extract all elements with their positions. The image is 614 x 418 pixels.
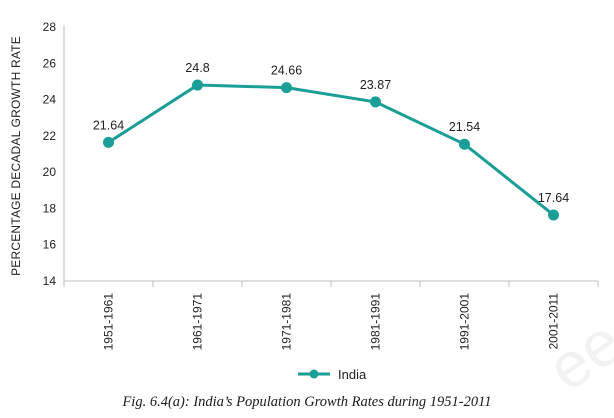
y-tick-label: 18 <box>43 201 57 215</box>
data-label: 17.64 <box>538 191 569 205</box>
y-tick-label: 26 <box>43 56 57 70</box>
line-chart: 14 16 18 20 22 24 26 28 1951-1961 1961-1971 1971-… <box>9 20 599 382</box>
series-india: 21.64 24.8 24.66 23.87 21.54 17.64 <box>93 61 569 221</box>
data-label: 24.66 <box>271 64 302 78</box>
data-label: 24.8 <box>185 61 209 75</box>
data-point[interactable] <box>192 79 203 91</box>
x-tick-label: 1951-1961 <box>102 293 116 351</box>
y-axis: 14 16 18 20 22 24 26 28 <box>43 20 65 288</box>
y-tick-label: 16 <box>43 238 57 252</box>
y-axis-label: PERCENTAGE DECADAL GROWTH RATE <box>9 36 23 276</box>
data-point[interactable] <box>103 136 114 148</box>
y-tick-label: 22 <box>43 129 57 143</box>
x-tick-label: 2001-2011 <box>547 293 561 350</box>
figure-caption: Fig. 6.4(a): India’s Population Growth R… <box>122 394 492 410</box>
data-label: 21.64 <box>93 118 124 132</box>
x-tick-label: 1971-1981 <box>280 293 294 351</box>
data-point[interactable] <box>548 209 559 221</box>
data-point[interactable] <box>281 82 292 94</box>
legend-marker <box>309 369 319 379</box>
data-point[interactable] <box>459 138 470 150</box>
x-tick-label: 1961-1971 <box>191 293 205 351</box>
y-tick-label: 20 <box>43 165 57 179</box>
data-point[interactable] <box>370 96 381 108</box>
y-tick-label: 14 <box>43 274 57 288</box>
x-axis: 1951-1961 1961-1971 1971-1981 1981-1991 1991… <box>63 280 599 351</box>
y-tick-label: 28 <box>43 20 57 34</box>
series-line <box>107 83 555 217</box>
y-tick-label: 24 <box>43 93 57 107</box>
data-label: 21.54 <box>449 120 480 134</box>
x-tick-label: 1991-2001 <box>458 293 472 351</box>
x-tick-label: 1981-1991 <box>369 293 383 351</box>
legend-label: India <box>338 367 367 382</box>
legend[interactable]: India <box>298 367 367 382</box>
data-label: 23.87 <box>360 78 391 92</box>
